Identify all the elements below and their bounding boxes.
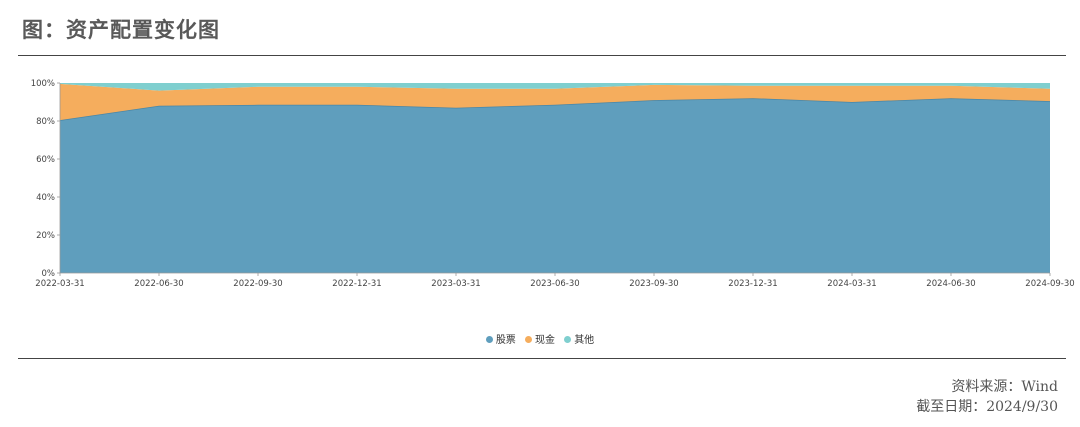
x-tick-label: 2023-03-31 [431, 279, 480, 289]
y-tick-label: 0% [42, 269, 56, 279]
legend-item-other: 其他 [564, 331, 594, 346]
chart-legend: 股票 现金 其他 [0, 331, 1080, 346]
source-note: 资料来源：Wind [951, 379, 1058, 395]
area-series-other [60, 83, 1050, 91]
legend-marker-cash [525, 336, 532, 343]
x-tick-label: 2023-06-30 [530, 279, 579, 289]
x-tick-label: 2022-12-31 [332, 279, 381, 289]
legend-marker-stocks [485, 336, 493, 343]
cutoff-date-note: 截至日期：2024/9/30 [916, 399, 1058, 415]
legend-label-other: 其他 [574, 335, 595, 346]
legend-label-stocks: 股票 [495, 335, 516, 346]
asset-allocation-chart: 0% 20% 40% 60% 80% 100% 2022-03-31 2022-06-30 20… [31, 79, 1075, 289]
x-tick-label: 2024-06-30 [926, 279, 975, 289]
area-series-cash [60, 83, 1050, 121]
x-tick-label: 2022-09-30 [233, 279, 282, 289]
chart-axes: 0% 20% 40% 60% 80% 100% 2022-03-31 2022-06-30 20… [31, 79, 1075, 289]
legend-label-cash: 现金 [535, 335, 555, 346]
chart-areas [59, 83, 1051, 273]
y-tick-label: 20% [36, 231, 55, 241]
footer-divider [18, 358, 1066, 359]
legend-item-cash: 现金 [525, 331, 555, 346]
legend-item-stocks: 股票 [485, 331, 516, 346]
x-tick-label: 2024-03-31 [827, 279, 876, 289]
y-tick-label: 40% [36, 193, 55, 203]
y-tick-label: 100% [31, 79, 55, 89]
y-tick-label: 80% [36, 117, 55, 127]
x-tick-label: 2023-09-30 [629, 279, 678, 289]
y-tick-label: 60% [36, 155, 55, 165]
x-tick-label: 2022-03-31 [35, 279, 84, 289]
title-divider [18, 55, 1066, 56]
x-tick-label: 2022-06-30 [134, 279, 183, 289]
x-tick-label: 2023-12-31 [728, 279, 777, 289]
area-series-stocks [60, 98, 1050, 273]
legend-marker-other [564, 336, 572, 343]
page-title: 图：资产配置变化图 [22, 18, 220, 42]
x-tick-label: 2024-09-30 [1025, 279, 1074, 289]
